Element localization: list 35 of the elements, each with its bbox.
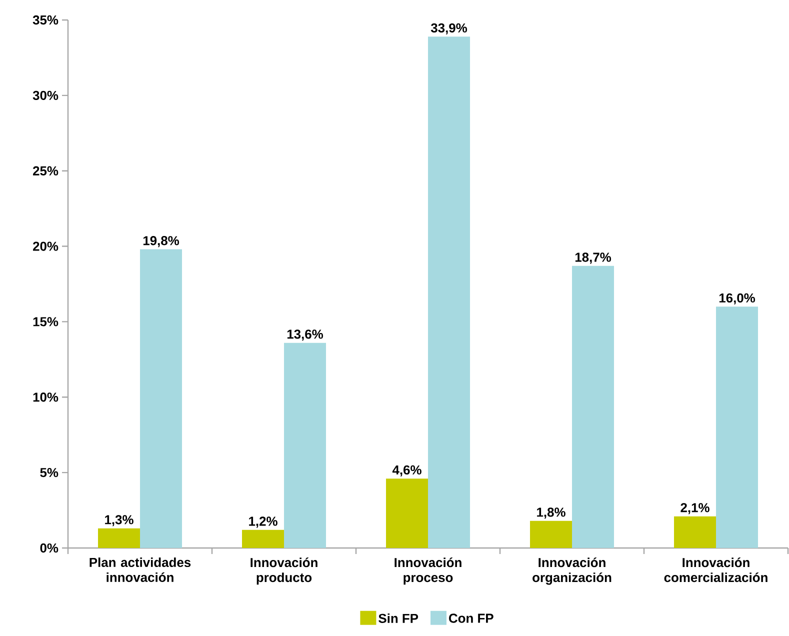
y-tick-label: 15% — [33, 317, 58, 326]
bar — [140, 249, 182, 548]
bar — [572, 266, 614, 548]
x-tick-label: Innovación comercialización — [664, 558, 768, 582]
bar — [674, 516, 716, 548]
bar — [716, 306, 758, 548]
y-tick-label: 25% — [33, 166, 58, 176]
bar — [386, 478, 428, 548]
y-tick-label: 0% — [40, 543, 58, 553]
data-label: 1,2% — [249, 516, 278, 528]
data-label: 4,6% — [392, 465, 422, 476]
bar — [428, 36, 470, 548]
data-label: 18,7% — [575, 252, 612, 264]
y-tick-label: 10% — [33, 392, 58, 402]
data-label: 33,9% — [430, 23, 468, 34]
data-label: 2,1% — [680, 503, 710, 514]
y-tick-label: 5% — [40, 468, 58, 478]
bar — [284, 342, 326, 548]
y-tick-label: 35% — [32, 15, 58, 25]
x-tick-label: Innovación organización — [532, 558, 612, 585]
legend-label: Sin FP — [378, 613, 418, 623]
x-tick-label: Innovación proceso — [394, 558, 462, 585]
bar — [98, 528, 140, 548]
data-label: 1,8% — [537, 508, 566, 519]
y-tick-label: 30% — [32, 90, 58, 100]
data-label: 13,6% — [287, 330, 324, 341]
data-label: 16,0% — [719, 293, 756, 304]
legend-label: Con FP — [449, 614, 494, 623]
bar — [242, 530, 284, 548]
data-label: 19,8% — [143, 236, 180, 248]
x-tick-label: Innovación producto — [250, 558, 318, 585]
bar — [530, 520, 572, 548]
x-tick-label: Plan actividades innovación — [90, 558, 191, 582]
y-tick-label: 20% — [33, 242, 58, 251]
data-label: 1,3% — [105, 515, 134, 526]
